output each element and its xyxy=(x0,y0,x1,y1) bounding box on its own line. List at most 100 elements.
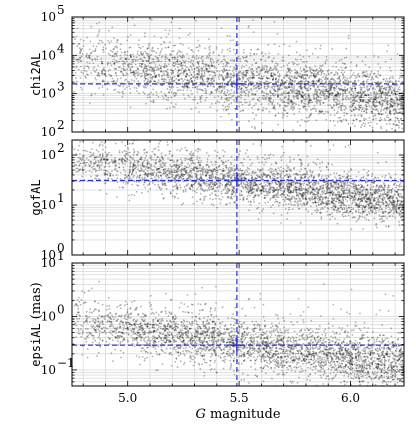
data-point xyxy=(354,106,357,109)
data-point xyxy=(393,108,395,111)
data-point xyxy=(207,78,209,80)
data-point xyxy=(214,197,217,200)
data-point xyxy=(143,72,146,75)
data-point xyxy=(368,87,371,90)
data-point xyxy=(115,74,118,77)
data-point xyxy=(385,77,388,80)
data-point xyxy=(184,171,187,173)
data-point xyxy=(181,85,184,88)
data-point xyxy=(273,21,276,23)
data-point xyxy=(362,228,364,231)
points xyxy=(72,17,404,132)
data-point xyxy=(322,191,325,194)
data-point xyxy=(78,43,81,45)
data-point xyxy=(157,149,160,152)
data-point xyxy=(334,93,337,96)
data-point xyxy=(146,47,149,50)
data-point xyxy=(115,55,118,57)
data-point xyxy=(300,93,303,96)
data-point xyxy=(251,106,254,109)
data-point xyxy=(104,72,106,75)
data-point xyxy=(354,198,357,200)
data-point xyxy=(399,112,402,114)
data-point xyxy=(276,201,279,203)
data-point xyxy=(166,88,169,90)
data-point xyxy=(346,186,349,189)
data-point xyxy=(161,74,164,77)
data-point xyxy=(239,71,241,73)
data-point xyxy=(183,70,186,73)
data-point xyxy=(269,66,272,69)
data-point xyxy=(122,74,125,77)
data-point xyxy=(342,88,345,91)
data-point xyxy=(200,167,203,170)
data-point xyxy=(346,175,349,178)
data-point xyxy=(85,54,88,57)
data-point xyxy=(104,172,107,175)
data-point xyxy=(360,88,363,91)
data-point xyxy=(201,60,204,63)
data-point xyxy=(260,81,263,83)
data-point xyxy=(172,189,175,192)
data-point xyxy=(188,80,191,83)
data-point xyxy=(204,47,206,50)
data-point xyxy=(330,182,333,185)
data-point xyxy=(91,153,94,156)
data-point xyxy=(168,59,171,61)
data-point xyxy=(167,33,170,36)
data-point xyxy=(275,78,277,81)
data-point xyxy=(162,172,165,175)
data-point xyxy=(208,46,211,49)
data-point xyxy=(94,156,97,159)
data-point xyxy=(300,95,303,97)
data-point xyxy=(292,102,295,104)
data-point xyxy=(360,96,363,99)
data-point xyxy=(383,107,386,109)
data-point xyxy=(315,205,318,208)
data-point xyxy=(226,192,229,195)
data-point xyxy=(121,72,124,75)
data-point xyxy=(242,73,245,76)
data-point xyxy=(366,213,368,216)
data-point xyxy=(133,73,135,76)
data-point xyxy=(381,91,383,94)
data-point xyxy=(209,45,211,48)
data-point xyxy=(347,34,350,37)
data-point xyxy=(379,110,382,113)
data-point xyxy=(340,71,343,74)
data-point xyxy=(109,74,112,77)
data-point xyxy=(398,95,401,97)
data-point xyxy=(143,138,145,140)
data-point xyxy=(96,164,99,167)
data-point xyxy=(294,76,297,79)
data-point xyxy=(332,65,334,68)
data-point xyxy=(383,100,386,103)
data-point xyxy=(297,72,299,75)
data-point xyxy=(314,75,317,77)
data-point xyxy=(329,78,332,81)
data-point xyxy=(90,94,92,97)
data-point xyxy=(214,102,217,105)
data-point xyxy=(293,91,296,94)
data-point xyxy=(144,67,146,70)
data-point xyxy=(278,88,281,91)
data-point xyxy=(244,59,247,62)
data-point xyxy=(367,94,370,96)
data-point xyxy=(342,81,345,84)
data-point xyxy=(394,107,396,110)
data-point xyxy=(211,58,214,61)
data-point xyxy=(380,113,383,116)
data-point xyxy=(221,77,224,80)
data-point xyxy=(177,167,180,170)
data-point xyxy=(241,109,244,112)
data-point xyxy=(257,85,260,88)
data-point xyxy=(389,188,392,191)
data-point xyxy=(291,100,293,102)
data-point xyxy=(391,101,394,104)
data-point xyxy=(188,69,190,71)
data-point xyxy=(321,80,323,82)
data-point xyxy=(208,67,211,70)
data-point xyxy=(128,151,131,154)
data-point xyxy=(77,58,80,61)
data-point xyxy=(292,129,294,131)
